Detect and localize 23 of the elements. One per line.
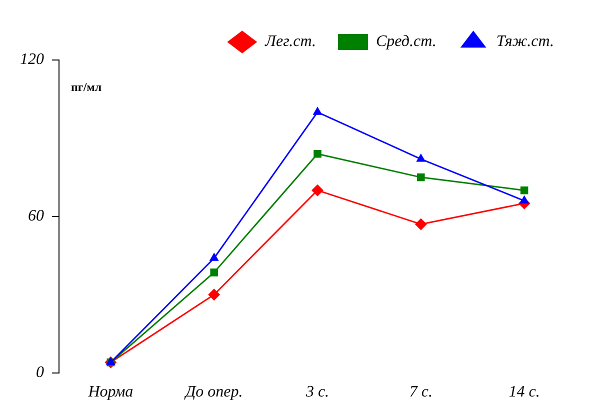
legend-label: Лег.ст.	[264, 33, 316, 50]
x-tick-label: Норма	[87, 384, 134, 401]
x-tick-label: 14 с.	[508, 384, 540, 401]
point	[414, 218, 427, 230]
point	[209, 252, 219, 261]
y-axis-title: пг/мл	[71, 80, 102, 94]
x-tick-label: До опер.	[183, 384, 243, 401]
y-tick-label: 60	[28, 208, 44, 225]
point	[416, 154, 426, 162]
point	[312, 106, 322, 115]
point	[312, 184, 324, 196]
y-tick-label: 0	[36, 364, 44, 382]
point	[520, 186, 528, 194]
x-tick-label: 7 с.	[409, 384, 432, 401]
legend-label: Тяж.ст.	[496, 33, 554, 50]
x-tick-label: 3 с.	[304, 384, 330, 401]
point	[417, 173, 425, 182]
point	[314, 150, 322, 158]
point	[520, 195, 530, 204]
y-tick-label: 120	[20, 51, 44, 68]
point	[210, 268, 218, 276]
point	[208, 288, 220, 301]
legend-label: Сред.ст.	[376, 33, 436, 50]
